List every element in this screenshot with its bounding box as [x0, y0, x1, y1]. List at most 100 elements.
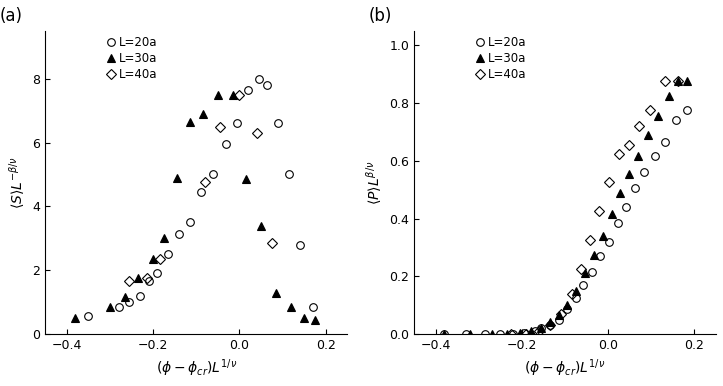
L=20a: [233, 121, 241, 126]
Y-axis label: $\langle P\rangle L^{\beta/\nu}$: $\langle P\rangle L^{\beta/\nu}$: [364, 160, 384, 205]
L=20a: [481, 332, 489, 336]
L=20a: [84, 314, 93, 319]
L=30a: [654, 114, 662, 119]
X-axis label: $(\phi-\phi_{cr})L^{1/\nu}$: $(\phi-\phi_{cr})L^{1/\nu}$: [524, 357, 606, 379]
L=30a: [213, 92, 222, 97]
L=40a: [586, 238, 594, 242]
L=20a: [145, 279, 153, 284]
L=40a: [252, 131, 261, 135]
L=40a: [507, 332, 515, 336]
L=20a: [579, 283, 588, 287]
L=30a: [502, 332, 511, 336]
L=20a: [613, 220, 622, 225]
L=40a: [142, 276, 151, 281]
L=40a: [546, 323, 555, 328]
L=30a: [633, 154, 642, 159]
L=30a: [121, 295, 129, 300]
L=40a: [635, 124, 643, 129]
L=30a: [257, 223, 265, 228]
L=20a: [555, 317, 563, 322]
L=20a: [509, 332, 518, 336]
L=20a: [125, 300, 134, 305]
L=30a: [300, 316, 309, 320]
L=40a: [155, 257, 164, 261]
Line: L=40a: L=40a: [508, 78, 681, 337]
Line: L=20a: L=20a: [85, 75, 317, 320]
Line: L=30a: L=30a: [72, 91, 319, 323]
Line: L=20a: L=20a: [440, 107, 690, 338]
Line: L=30a: L=30a: [440, 78, 691, 338]
L=40a: [604, 180, 613, 185]
L=20a: [546, 323, 555, 328]
L=20a: [175, 231, 184, 236]
L=30a: [272, 290, 281, 295]
L=20a: [185, 220, 194, 225]
L=20a: [604, 239, 613, 244]
L=20a: [661, 140, 669, 144]
L=40a: [215, 124, 224, 129]
L=30a: [287, 305, 296, 309]
L=30a: [643, 132, 652, 137]
L=30a: [487, 332, 496, 336]
L=30a: [580, 271, 589, 276]
L=30a: [599, 234, 607, 238]
L=20a: [153, 271, 162, 276]
L=20a: [520, 330, 529, 335]
L=30a: [173, 175, 181, 180]
L=20a: [196, 190, 205, 195]
L=40a: [568, 291, 576, 296]
X-axis label: $(\phi-\phi_{cr})L^{1/\nu}$: $(\phi-\phi_{cr})L^{1/\nu}$: [155, 357, 237, 379]
Legend: L=20a, L=30a, L=40a: L=20a, L=30a, L=40a: [474, 34, 529, 83]
L=20a: [285, 172, 294, 177]
L=40a: [125, 279, 134, 284]
L=20a: [596, 254, 605, 258]
Y-axis label: $\langle S\rangle L^{-\beta/\nu}$: $\langle S\rangle L^{-\beta/\nu}$: [7, 156, 27, 209]
L=30a: [198, 112, 207, 116]
L=20a: [274, 121, 283, 126]
L=20a: [639, 170, 648, 175]
L=20a: [244, 88, 252, 92]
L=20a: [622, 205, 630, 209]
L=30a: [241, 177, 250, 181]
L=40a: [522, 332, 531, 336]
L=30a: [440, 332, 449, 336]
L=40a: [615, 151, 623, 156]
L=20a: [572, 296, 581, 300]
L=30a: [664, 93, 673, 98]
L=30a: [616, 190, 625, 195]
L=30a: [674, 79, 683, 84]
Text: (a): (a): [0, 7, 23, 25]
L=20a: [563, 307, 572, 312]
L=30a: [228, 92, 237, 97]
L=20a: [164, 252, 173, 257]
L=20a: [588, 270, 596, 274]
L=20a: [440, 332, 449, 336]
L=40a: [200, 180, 209, 185]
L=20a: [296, 242, 304, 247]
L=20a: [222, 142, 231, 147]
L=30a: [683, 79, 691, 84]
L=40a: [625, 142, 633, 147]
L=30a: [590, 252, 599, 257]
L=20a: [651, 154, 659, 159]
L=20a: [461, 332, 470, 336]
L=20a: [209, 172, 218, 177]
L=30a: [537, 326, 546, 330]
L=30a: [185, 120, 194, 124]
L=20a: [136, 293, 145, 298]
L=30a: [106, 305, 114, 309]
Line: L=40a: L=40a: [126, 91, 275, 284]
L=20a: [531, 329, 539, 334]
L=30a: [149, 257, 158, 261]
L=20a: [537, 326, 546, 330]
L=40a: [535, 329, 544, 334]
L=40a: [557, 312, 565, 316]
L=40a: [268, 241, 276, 245]
L=40a: [594, 209, 603, 214]
L=30a: [310, 317, 319, 322]
L=40a: [674, 79, 683, 84]
L=20a: [114, 305, 123, 309]
L=40a: [235, 92, 244, 97]
L=30a: [160, 236, 168, 240]
L=20a: [630, 186, 639, 191]
